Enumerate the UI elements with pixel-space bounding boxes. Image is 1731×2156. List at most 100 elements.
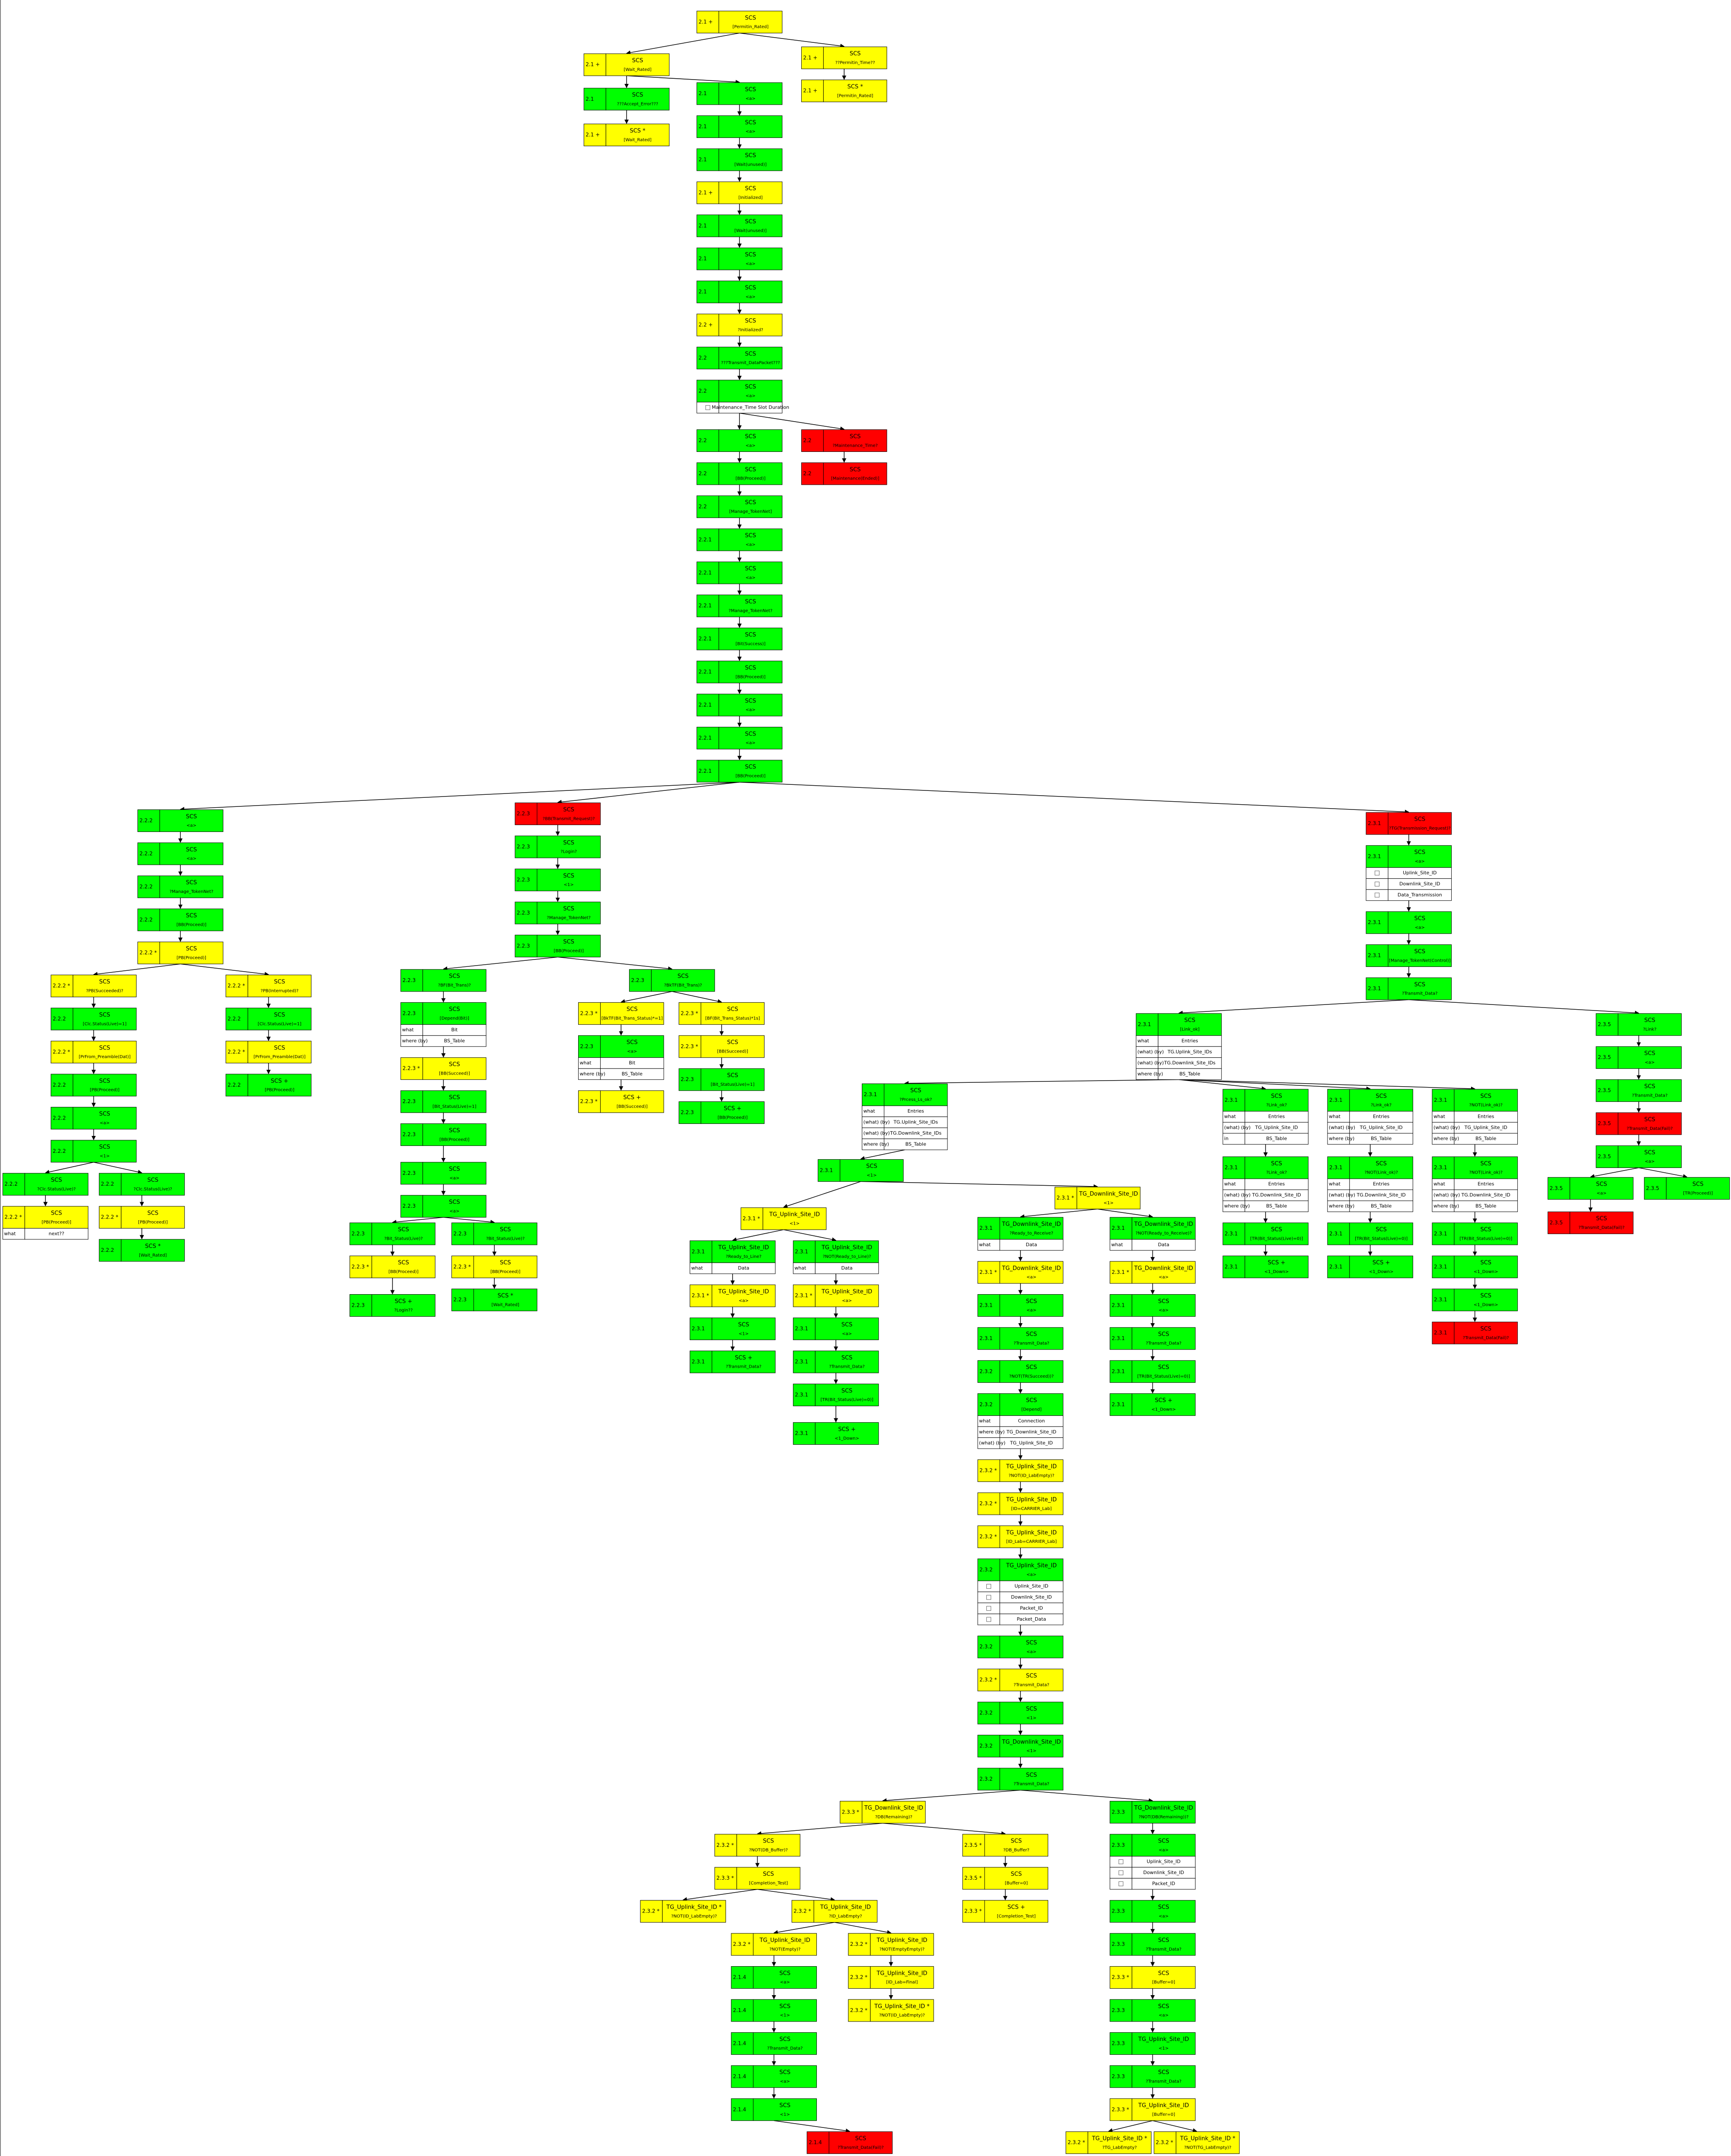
node-body [1454, 1156, 1518, 1179]
node-label: [BF(Bit_Trans_Status)*1s] [705, 1016, 760, 1021]
node-title: SCS [745, 153, 756, 159]
node-title: TG_Uplink_Site_ID [1006, 1497, 1057, 1503]
edge [93, 1162, 142, 1174]
node-label: ?Manage_TokenNet? [729, 608, 772, 613]
node-label: ?Manage_TokenNet? [170, 889, 213, 894]
node-label: ?Manage_TokenNet? [547, 916, 591, 921]
node-title: TG_Downlink_Site_ID [1001, 1265, 1061, 1272]
node-body [718, 181, 783, 204]
node-label: [Maintenance(Ended)] [831, 477, 880, 481]
row-value: Uplink_Site_ID [1403, 870, 1437, 876]
node-label: ?Transmit_Data? [1146, 2079, 1181, 2084]
node-body [159, 875, 224, 898]
node: 2.2.3 * SCS [BF(Bit_Trans_Status)*1s] [678, 1002, 765, 1025]
edge [861, 1181, 1098, 1189]
node-id: 2.1 [698, 123, 707, 129]
node-id-cell [137, 875, 160, 898]
node-id-cell [793, 1383, 816, 1406]
node-label: ?PB(Interrupted)? [261, 988, 299, 993]
node-body [815, 1422, 879, 1445]
node-id: 2.2.2 [53, 1115, 66, 1121]
edge [682, 1889, 758, 1902]
node-body [840, 1159, 904, 1182]
row-value-cell [711, 1262, 776, 1274]
node: 2.3.2 SCS <1> [977, 1702, 1063, 1724]
node-id-cell [696, 181, 719, 204]
node-id: 2.1 + [803, 88, 817, 94]
node: 2.2.3 SCS ?Bit_Status(Live)? [451, 1222, 538, 1245]
node-id-cell [731, 2032, 754, 2055]
node: 2.3.1 SCS + <1_Down> [1222, 1255, 1309, 1278]
node-id: 2.3.5 [1549, 1185, 1563, 1191]
node-body [711, 1350, 776, 1373]
node: 2.3.1 SCS ?NOT(Link_ok)?what Entries (what) … [1432, 1156, 1518, 1212]
node-body [718, 82, 783, 105]
node-title: SCS [51, 1177, 62, 1184]
node-title: SCS [779, 2070, 790, 2076]
node: 2.2.3 SCS <a> [400, 1162, 486, 1185]
node-id: 2.3.5 [1598, 1054, 1611, 1060]
node-body [422, 1090, 486, 1113]
node: 2.3.5 * SCS [Buffer=0] [962, 1867, 1048, 1890]
node: 2.1.4 SCS ?Transmit_Data? [731, 2032, 817, 2055]
node-label: <1> [739, 1331, 749, 1336]
row-value-cell [999, 1603, 1063, 1614]
node-label: <a> [1027, 1573, 1037, 1577]
node-id: 2.2 [698, 355, 707, 361]
node-id-cell [51, 1008, 74, 1030]
node-id: 2.2.2 * [139, 950, 157, 956]
node-id: 2.3.1 [1112, 1302, 1125, 1308]
node-title: SCS [563, 840, 574, 846]
row-checkbox [1118, 1870, 1123, 1875]
node-title: TG_Downlink_Site_ID [1134, 1221, 1193, 1228]
node-id: 2.3.1 [1329, 1164, 1343, 1171]
node-label: <1> [1027, 1716, 1037, 1721]
row-value: next?? [49, 1231, 64, 1236]
node: 2.3.2 * TG_Uplink_Site_ID [ID=CARRIER_Lab] [977, 1492, 1063, 1515]
node-id: 2.3.2 [979, 1644, 993, 1650]
node-body [718, 661, 783, 684]
node-label: ?TG(Transmission_Request)? [1389, 826, 1451, 831]
row-value: Bit [629, 1060, 636, 1065]
node: 2.2.2 SCS <a> [137, 842, 224, 865]
node-id-cell [977, 1735, 1000, 1758]
row-value: TG.Downlink_Site_IDs [1164, 1060, 1216, 1065]
node-body [537, 934, 601, 957]
row-key-cell [1136, 1035, 1158, 1047]
node-label: [Bit_Status(Live)=1] [432, 1104, 476, 1109]
node-id: 2.1 [586, 96, 594, 102]
row-value: Data [1026, 1242, 1037, 1248]
node-id: 2.2.2 * [53, 1049, 70, 1055]
node-id-cell [1110, 1261, 1133, 1284]
node-title: SCS [449, 1062, 460, 1068]
node-id-cell [451, 1289, 474, 1312]
edge [1638, 1167, 1688, 1179]
row-key: (what) (by) [864, 1119, 890, 1125]
node: 2.1.4 SCS <a> [731, 2065, 817, 2088]
node-id-cell [696, 495, 719, 518]
node: 2.3.2 * SCS ?Transmit_Data? [977, 1669, 1063, 1692]
node-title: SCS [1376, 1093, 1387, 1100]
node-id: 2.3.5 [1598, 1154, 1611, 1160]
node-label: [BB(Succeed)] [439, 1071, 470, 1076]
node: 2.2.1 SCS ?Manage_TokenNet? [696, 595, 783, 617]
node: 2.2.3 SCS ?Manage_TokenNet? [515, 902, 601, 924]
node-id: 2.3.3 * [842, 1809, 859, 1815]
row-value-cell [1349, 1200, 1413, 1212]
node-label: ?Ready_to_Line? [726, 1254, 762, 1259]
node-label: <a> [1645, 1060, 1655, 1065]
row-checkbox [986, 1595, 992, 1600]
node-id-cell [696, 694, 719, 717]
edge [443, 956, 558, 971]
node-id: 2.2.2 * [227, 1049, 245, 1055]
node: 2.3.2 SCS <a> [977, 1635, 1063, 1658]
node-id: 2.3.1 * [742, 1216, 760, 1222]
node: 2.3.1 SCS + <1_Down> [1327, 1255, 1413, 1278]
row-key-cell [862, 1105, 884, 1117]
node-id-cell [714, 1834, 737, 1857]
node: 2.3.3 * TG_Downlink_Site_ID ?DB(Remaining)… [840, 1801, 926, 1823]
node-title: SCS [842, 1321, 853, 1328]
node-label: [BB(Proceed)] [736, 675, 765, 679]
node-label: <a> [1159, 1848, 1169, 1853]
row-key-cell [1432, 1133, 1455, 1145]
